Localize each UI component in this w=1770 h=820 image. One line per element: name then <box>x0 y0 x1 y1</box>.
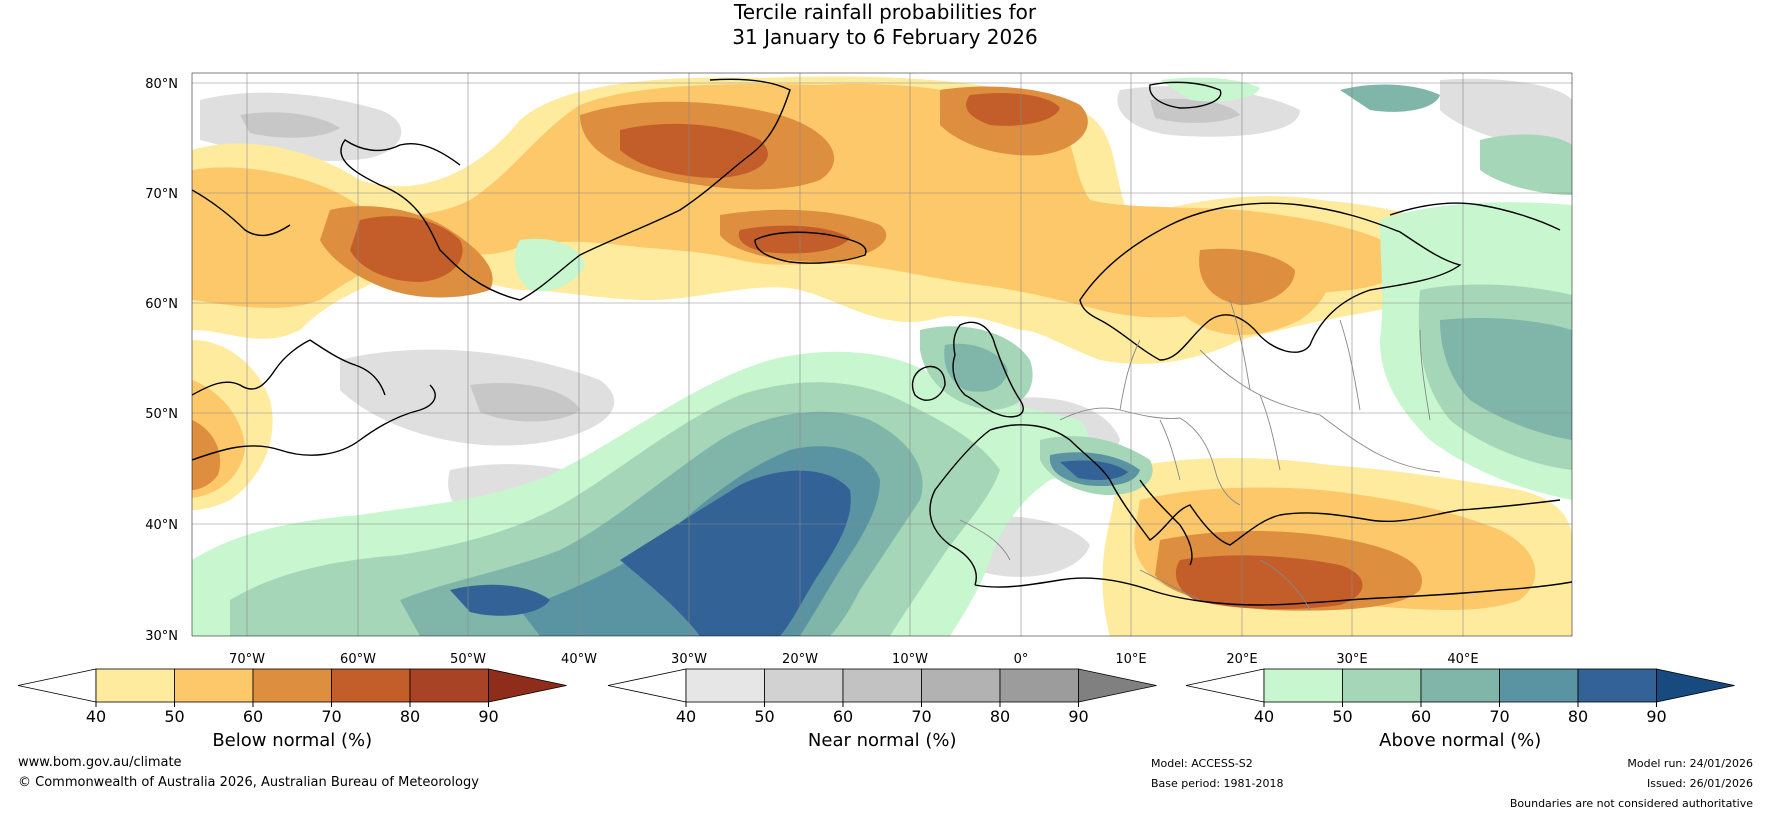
lat-label: 60°N <box>145 297 178 312</box>
lat-label: 30°N <box>145 629 178 644</box>
colorbar-3: 40 50 60 70 80 90 Above normal (%) <box>1185 668 1735 751</box>
graticule <box>192 73 1572 636</box>
colorbar-tick-label: 80 <box>1568 707 1588 726</box>
lon-label: 60°W <box>340 652 376 667</box>
colorbar-tick-label: 80 <box>990 707 1010 726</box>
colorbar-tick-label: 90 <box>1068 707 1088 726</box>
longitude-labels: 70°W 60°W 50°W 40°W 30°W 20°W 10°W 0° 10… <box>229 652 1479 667</box>
lon-label: 10°W <box>892 652 928 667</box>
colorbar-tick-label: 40 <box>86 707 106 726</box>
colorbar-extend-low <box>17 668 97 703</box>
colorbar-extend-low <box>607 668 687 703</box>
lon-label: 70°W <box>229 652 265 667</box>
colorbar-segment <box>999 668 1079 703</box>
colorbar-2: 40 50 60 70 80 90 Near normal (%) <box>607 668 1157 751</box>
colorbar-label: Above normal (%) <box>1379 730 1541 751</box>
colorbar-tick-label: 40 <box>676 707 696 726</box>
colorbar-extend-high <box>1656 668 1735 703</box>
colorbar-tick-label: 60 <box>243 707 263 726</box>
lat-label: 80°N <box>145 77 178 92</box>
colorbar-segment <box>174 668 254 703</box>
colorbar-segment <box>331 668 411 703</box>
colorbar-tick-label: 90 <box>1646 707 1666 726</box>
colorbar-segment <box>685 668 765 703</box>
colorbar-tick-label: 70 <box>911 707 931 726</box>
colorbar-tick-label: 40 <box>1254 707 1274 726</box>
map-panel <box>192 73 1572 636</box>
colorbar-tick-label: 50 <box>164 707 184 726</box>
colorbar-extend-low <box>1185 668 1265 703</box>
lon-label: 20°E <box>1226 652 1257 667</box>
colorbar-1: 40 50 60 70 80 90 Below normal (%) <box>17 668 567 751</box>
colorbar-tick-label: 70 <box>1489 707 1509 726</box>
colorbar-tick-label: 50 <box>1332 707 1352 726</box>
copyright-text: © Commonwealth of Australia 2026, Austra… <box>18 775 479 790</box>
title-line-1: Tercile rainfall probabilities for <box>733 0 1037 24</box>
colorbar-tick-label: 70 <box>321 707 341 726</box>
lat-label: 70°N <box>145 187 178 202</box>
lon-label: 40°E <box>1447 652 1478 667</box>
issued-text: Issued: 26/01/2026 <box>1646 777 1753 790</box>
colorbar-extend-high <box>1078 668 1157 703</box>
colorbar-label: Near normal (%) <box>808 730 957 751</box>
colorbar-label: Below normal (%) <box>212 730 372 751</box>
base-period-text: Base period: 1981-2018 <box>1151 777 1284 790</box>
lon-label: 30°W <box>671 652 707 667</box>
lon-label: 50°W <box>450 652 486 667</box>
colorbar-tick-label: 60 <box>1411 707 1431 726</box>
model-run-text: Model run: 24/01/2026 <box>1627 757 1753 770</box>
colorbar-tick-label: 60 <box>833 707 853 726</box>
colorbars: 40 50 60 70 80 90 Below normal (%) 40 50 60 70 80 90… <box>17 668 1735 751</box>
coastlines <box>192 78 1572 606</box>
colorbar-segment <box>95 668 175 703</box>
colorbar-segment <box>1420 668 1500 703</box>
model-text: Model: ACCESS-S2 <box>1151 757 1253 770</box>
colorbar-segment <box>842 668 922 703</box>
colorbar-extend-high <box>488 668 567 703</box>
colorbar-segment <box>409 668 489 703</box>
colorbar-segment <box>1342 668 1422 703</box>
colorbar-tick-label: 50 <box>754 707 774 726</box>
colorbar-tick-label: 90 <box>478 707 498 726</box>
lat-label: 40°N <box>145 518 178 533</box>
lon-label: 30°E <box>1336 652 1367 667</box>
lon-label: 10°E <box>1115 652 1146 667</box>
colorbar-segment <box>764 668 844 703</box>
map-frame <box>191 72 1573 637</box>
disclaimer-text: Boundaries are not considered authoritat… <box>1509 797 1753 810</box>
colorbar-segment <box>1577 668 1657 703</box>
colorbar-tick-label: 80 <box>400 707 420 726</box>
below-normal-regions <box>192 76 1572 636</box>
lat-label: 50°N <box>145 407 178 422</box>
lon-label: 40°W <box>561 652 597 667</box>
colorbar-segment <box>1263 668 1343 703</box>
colorbar-segment <box>921 668 1001 703</box>
website-link[interactable]: www.bom.gov.au/climate <box>18 755 182 770</box>
latitude-labels: 80°N 70°N 60°N 50°N 40°N 30°N <box>145 77 178 644</box>
colorbar-segment <box>252 668 332 703</box>
title-line-2: 31 January to 6 February 2026 <box>732 25 1038 49</box>
lon-label: 0° <box>1014 652 1029 667</box>
country-borders <box>959 299 1441 611</box>
lon-label: 20°W <box>782 652 818 667</box>
map-title: Tercile rainfall probabilities for 31 Ja… <box>0 0 1770 50</box>
colorbar-segment <box>1499 668 1579 703</box>
